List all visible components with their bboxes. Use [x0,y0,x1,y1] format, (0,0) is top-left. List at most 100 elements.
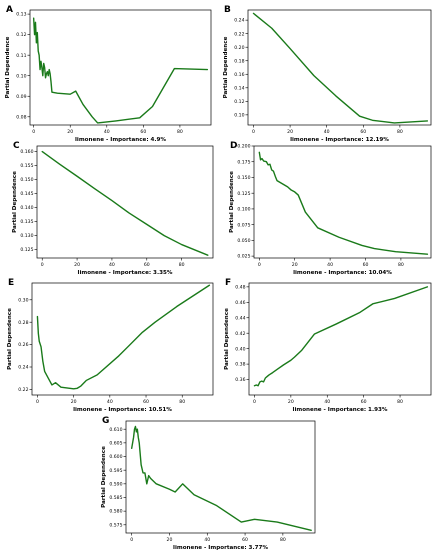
x-tick-label: 20 [74,262,80,268]
x-tick-label: 80 [280,537,286,543]
x-tick-label: 40 [327,262,333,268]
y-tick-label: 0.075 [237,222,250,228]
y-tick-label: 0.48 [235,284,245,290]
x-tick-label: 0 [36,399,39,405]
y-tick-label: 0.590 [109,481,122,487]
y-tick-label: 0.36 [235,377,245,383]
plot-area-frame [36,145,214,259]
y-axis-label: Partial Dependence [7,308,13,370]
y-tick-label: 0.175 [237,159,250,165]
partial-dependence-line [36,284,211,390]
y-tick-label: 0.09 [16,94,26,100]
y-tick-label: 0.10 [234,112,244,118]
x-tick-label: 40 [204,537,210,543]
y-tick-label: 0.24 [18,365,28,371]
panel-e: E 0 20 40 60 80 0.22 0.24 0.26 0.28 0.30 limonene -… [7,278,214,413]
y-tick-label: 0.605 [109,440,122,446]
panel-letter: C [13,141,20,151]
y-tick-label: 0.12 [16,32,26,38]
y-tick-label: 0.11 [16,53,26,59]
y-tick-label: 0.100 [237,207,250,213]
y-tick-label: 0.20 [234,45,244,51]
x-tick-label: 80 [397,399,403,405]
x-tick-label: 0 [258,262,261,268]
x-axis-label: limonene - Importance: 3.77% [173,545,268,550]
y-tick-label: 0.10 [16,73,26,79]
x-tick-label: 20 [287,129,293,135]
x-axis-label: limonene - Importance: 3.35% [78,270,173,276]
x-tick-label: 60 [360,129,366,135]
y-axis-label: Partial Dependence [224,308,230,370]
x-tick-label: 60 [144,262,150,268]
y-tick-label: 0.025 [237,254,250,260]
y-tick-label: 0.08 [16,114,26,120]
panel-letter: F [225,278,231,288]
y-tick-label: 0.125 [237,191,250,197]
partial-dependence-line [252,12,429,124]
x-tick-label: 80 [179,262,185,268]
y-tick-label: 0.160 [20,149,33,155]
y-tick-label: 0.38 [235,362,245,368]
y-tick-label: 0.200 [237,144,250,150]
y-tick-label: 0.600 [109,454,122,460]
y-tick-label: 0.22 [18,387,28,393]
partial-dependence-line [41,150,209,256]
partial-dependence-line [130,425,312,531]
panel-d: D 0 20 40 60 80 0.025 0.050 0.075 0.100 0.125 0.150… [229,141,432,276]
y-tick-label: 0.42 [235,331,245,337]
y-tick-label: 0.30 [18,297,28,303]
plot-area-frame [29,9,212,126]
x-tick-label: 60 [140,129,146,135]
y-tick-label: 0.580 [109,509,122,515]
panel-letter: A [6,5,13,15]
y-axis-label: Partial Dependence [229,171,235,233]
y-tick-label: 0.44 [235,315,245,321]
panel-g: G 0 20 40 60 80 0.575 0.580 0.585 0.590 0.595 0.600… [101,416,316,550]
y-tick-label: 0.22 [234,31,244,37]
y-tick-label: 0.125 [20,247,33,253]
plot-area-frame [31,282,214,396]
x-tick-label: 80 [398,262,404,268]
x-tick-label: 60 [143,399,149,405]
y-tick-label: 0.12 [234,99,244,105]
y-tick-label: 0.135 [20,219,33,225]
y-tick-label: 0.130 [20,233,33,239]
y-axis-label: Partial Dependence [101,446,107,508]
x-axis-label: limonene - Importance: 4.9% [75,137,166,143]
y-tick-label: 0.050 [237,238,250,244]
panel-letter: E [8,278,14,288]
panel-letter: D [230,141,237,151]
y-tick-label: 0.46 [235,300,245,306]
plot-area-frame [253,145,432,259]
y-tick-label: 0.40 [235,346,245,352]
y-tick-label: 0.610 [109,427,122,433]
partial-dependence-line [253,286,429,387]
y-axis-label: Partial Dependence [223,36,229,98]
y-tick-label: 0.595 [109,468,122,474]
x-tick-label: 0 [130,537,133,543]
x-tick-label: 0 [32,129,35,135]
x-tick-label: 40 [109,262,115,268]
x-tick-label: 20 [288,399,294,405]
x-axis-label: limonene - Importance: 1.93% [293,407,388,413]
y-tick-label: 0.18 [234,58,244,64]
x-tick-label: 0 [252,129,255,135]
y-tick-label: 0.24 [234,18,244,24]
panel-b: B 0 20 40 60 80 0.10 0.12 0.14 0.16 0.18 0.20 0.22 0.… [223,5,432,143]
y-tick-label: 0.140 [20,205,33,211]
x-tick-label: 60 [363,262,369,268]
x-tick-label: 20 [292,262,298,268]
y-tick-label: 0.150 [20,177,33,183]
y-tick-label: 0.575 [109,522,122,528]
partial-dependence-line [32,17,209,124]
x-tick-label: 40 [324,399,330,405]
panel-f: F 0 20 40 60 80 0.36 0.38 0.40 0.42 0.44 0.46 0.48 li… [224,278,432,413]
x-axis-label: limonene - Importance: 10.51% [73,407,172,413]
x-axis-label: limonene - Importance: 10.04% [293,270,392,276]
x-tick-label: 0 [253,399,256,405]
panel-letter: G [102,416,109,426]
x-tick-label: 60 [361,399,367,405]
y-tick-label: 0.28 [18,320,28,326]
x-tick-label: 40 [324,129,330,135]
